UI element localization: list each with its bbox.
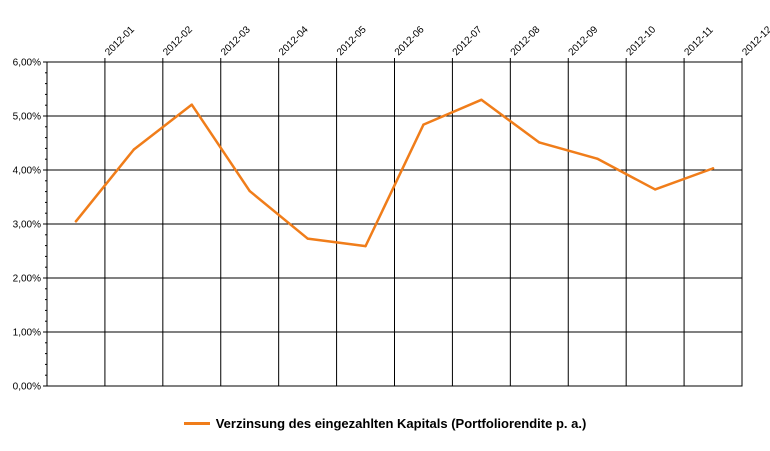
x-tick-label: 2012-04 [277,24,311,58]
x-tick-label: 2012-10 [625,24,659,58]
x-tick-label: 2012-01 [103,24,137,58]
data-point [248,189,251,193]
series-group [74,98,715,248]
data-point [306,237,309,240]
x-tick-label: 2012-05 [335,24,369,58]
y-tick-label: 0,00% [13,382,41,393]
y-tick-label: 5,00% [13,112,41,123]
legend: Verzinsung des eingezahlten Kapitals (Po… [0,411,770,435]
y-tick-label: 3,00% [13,220,41,231]
x-tick-label: 2012-12 [740,24,770,58]
x-tick-label: 2012-06 [393,24,427,58]
data-point [190,103,193,106]
data-point [711,167,715,170]
legend-label: Verzinsung des eingezahlten Kapitals (Po… [215,415,587,431]
data-point [422,123,425,126]
data-point [364,244,367,248]
x-axis-ticks: 2012-01 2012-02 2012-03 2012-04 2012-05 2012-… [103,24,770,62]
line-chart: 0,00% 1,00% 2,00% 3,00% 4,00% 5,00% 6,00% 2012… [13,24,770,393]
y-tick-label: 1,00% [13,328,41,339]
x-tick-label: 2012-03 [219,24,253,58]
x-tick-label: 2012-07 [451,24,485,58]
x-tick-label: 2012-08 [509,24,543,58]
series-line [74,98,715,248]
x-tick-label: 2012-11 [682,25,716,59]
data-point [132,148,136,151]
legend-swatch [183,421,210,425]
data-point [596,157,599,160]
x-tick-label: 2012-02 [161,24,195,58]
y-tick-label: 6,00% [13,58,41,69]
data-point [74,220,78,223]
y-tick-label: 4,00% [13,166,41,177]
x-tick-label: 2012-09 [567,24,601,58]
data-point [653,188,657,191]
data-point [480,98,483,102]
data-point [538,141,541,144]
y-tick-label: 2,00% [13,274,41,285]
y-axis-ticks: 0,00% 1,00% 2,00% 3,00% 4,00% 5,00% 6,00% [13,58,47,393]
